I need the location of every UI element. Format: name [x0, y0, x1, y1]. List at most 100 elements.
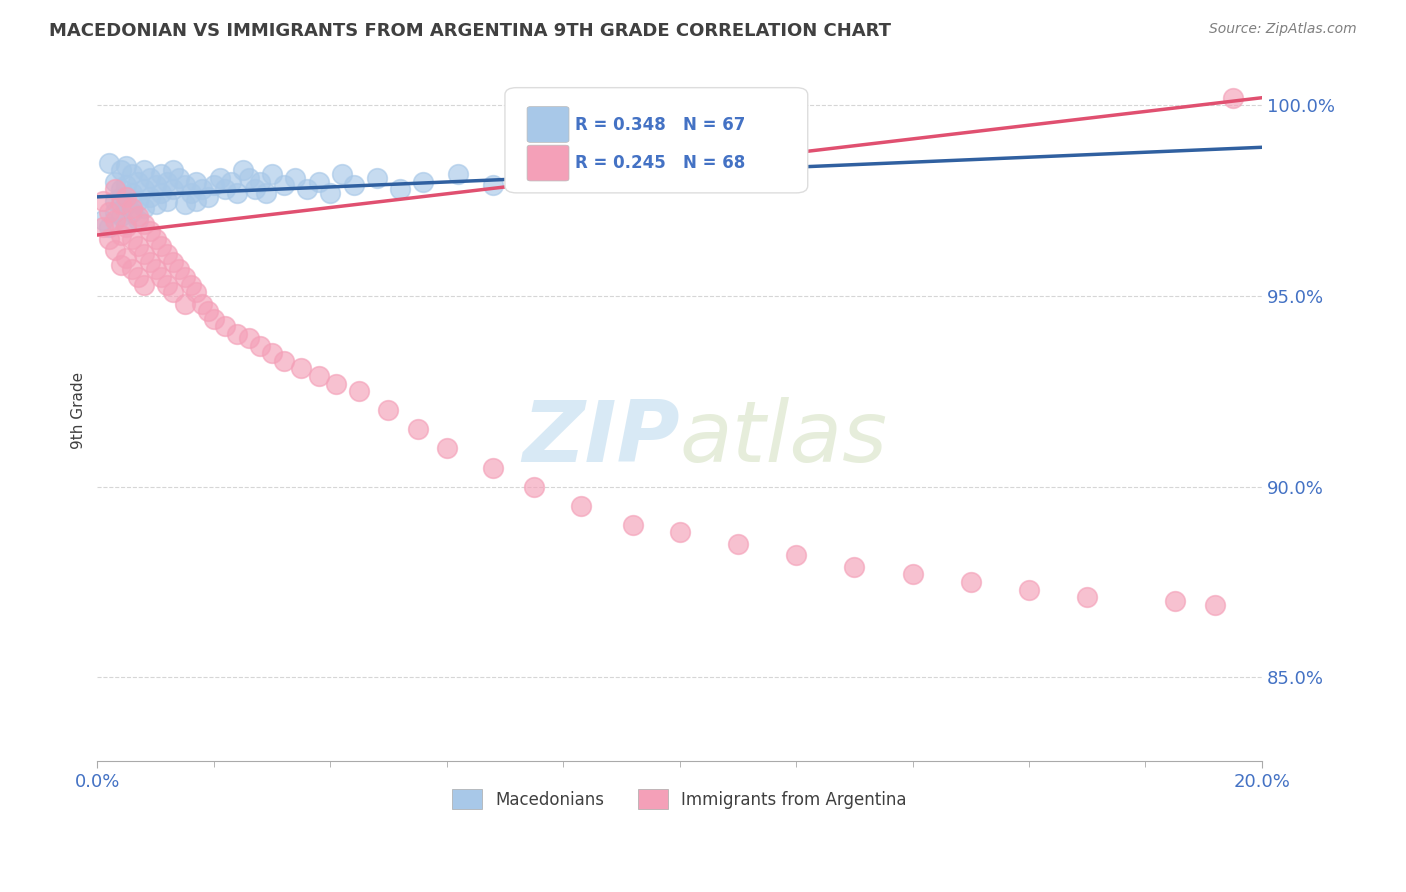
- Point: [214, 182, 236, 196]
- Point: [325, 376, 347, 391]
- Point: [110, 209, 132, 223]
- Point: [91, 212, 114, 227]
- Point: [156, 277, 179, 292]
- Point: [238, 331, 260, 345]
- Point: [115, 217, 138, 231]
- Text: R = 0.245   N = 68: R = 0.245 N = 68: [575, 154, 745, 172]
- Point: [173, 197, 195, 211]
- Point: [238, 170, 260, 185]
- Text: ZIP: ZIP: [522, 397, 679, 480]
- Point: [156, 247, 179, 261]
- Point: [110, 182, 132, 196]
- Point: [901, 567, 924, 582]
- Point: [150, 167, 173, 181]
- Point: [1076, 590, 1098, 604]
- Point: [104, 175, 127, 189]
- FancyBboxPatch shape: [527, 107, 569, 143]
- Point: [127, 175, 149, 189]
- Point: [121, 262, 143, 277]
- Text: MACEDONIAN VS IMMIGRANTS FROM ARGENTINA 9TH GRADE CORRELATION CHART: MACEDONIAN VS IMMIGRANTS FROM ARGENTINA …: [49, 22, 891, 40]
- Point: [436, 442, 458, 456]
- Point: [115, 197, 138, 211]
- Point: [127, 269, 149, 284]
- Point: [243, 182, 266, 196]
- Point: [104, 212, 127, 227]
- Point: [167, 262, 190, 277]
- Point: [202, 311, 225, 326]
- Point: [330, 167, 353, 181]
- Point: [145, 232, 167, 246]
- Point: [727, 537, 749, 551]
- Point: [295, 182, 318, 196]
- Point: [412, 175, 434, 189]
- Point: [254, 186, 277, 200]
- Point: [389, 182, 412, 196]
- Point: [91, 194, 114, 208]
- Point: [98, 232, 121, 246]
- Point: [308, 369, 330, 384]
- Point: [523, 480, 546, 494]
- Point: [1204, 598, 1226, 612]
- Point: [273, 353, 295, 368]
- Point: [127, 239, 149, 253]
- Point: [447, 167, 470, 181]
- Point: [785, 548, 807, 562]
- Point: [564, 163, 586, 178]
- Point: [121, 205, 143, 219]
- Point: [308, 175, 330, 189]
- Point: [132, 217, 155, 231]
- Point: [621, 517, 644, 532]
- Point: [284, 170, 307, 185]
- Point: [366, 170, 388, 185]
- Point: [569, 499, 592, 513]
- Point: [127, 212, 149, 227]
- Point: [208, 170, 231, 185]
- Point: [121, 186, 143, 200]
- Point: [482, 460, 505, 475]
- Point: [844, 559, 866, 574]
- Point: [219, 175, 242, 189]
- Point: [132, 277, 155, 292]
- Point: [139, 170, 162, 185]
- Point: [173, 269, 195, 284]
- Point: [319, 186, 342, 200]
- Point: [145, 262, 167, 277]
- Point: [91, 220, 114, 235]
- Text: atlas: atlas: [679, 397, 887, 480]
- Point: [173, 178, 195, 193]
- Point: [115, 220, 138, 235]
- Point: [180, 277, 202, 292]
- FancyBboxPatch shape: [527, 145, 569, 181]
- Point: [145, 197, 167, 211]
- Point: [162, 285, 184, 300]
- Point: [260, 167, 283, 181]
- Point: [349, 384, 371, 399]
- Point: [1222, 91, 1244, 105]
- Point: [110, 227, 132, 242]
- Point: [260, 346, 283, 360]
- Point: [121, 232, 143, 246]
- Point: [115, 178, 138, 193]
- Point: [191, 296, 214, 310]
- Point: [115, 190, 138, 204]
- Point: [180, 186, 202, 200]
- Point: [273, 178, 295, 193]
- Point: [406, 422, 429, 436]
- Point: [139, 224, 162, 238]
- Point: [214, 319, 236, 334]
- Point: [197, 304, 219, 318]
- Point: [115, 251, 138, 265]
- Point: [127, 209, 149, 223]
- Point: [482, 178, 505, 193]
- Point: [249, 338, 271, 352]
- Point: [110, 259, 132, 273]
- Point: [139, 254, 162, 268]
- Point: [162, 254, 184, 268]
- Point: [226, 186, 249, 200]
- Point: [959, 574, 981, 589]
- Point: [98, 220, 121, 235]
- Point: [104, 205, 127, 219]
- Point: [104, 182, 127, 196]
- Point: [186, 194, 208, 208]
- Point: [191, 182, 214, 196]
